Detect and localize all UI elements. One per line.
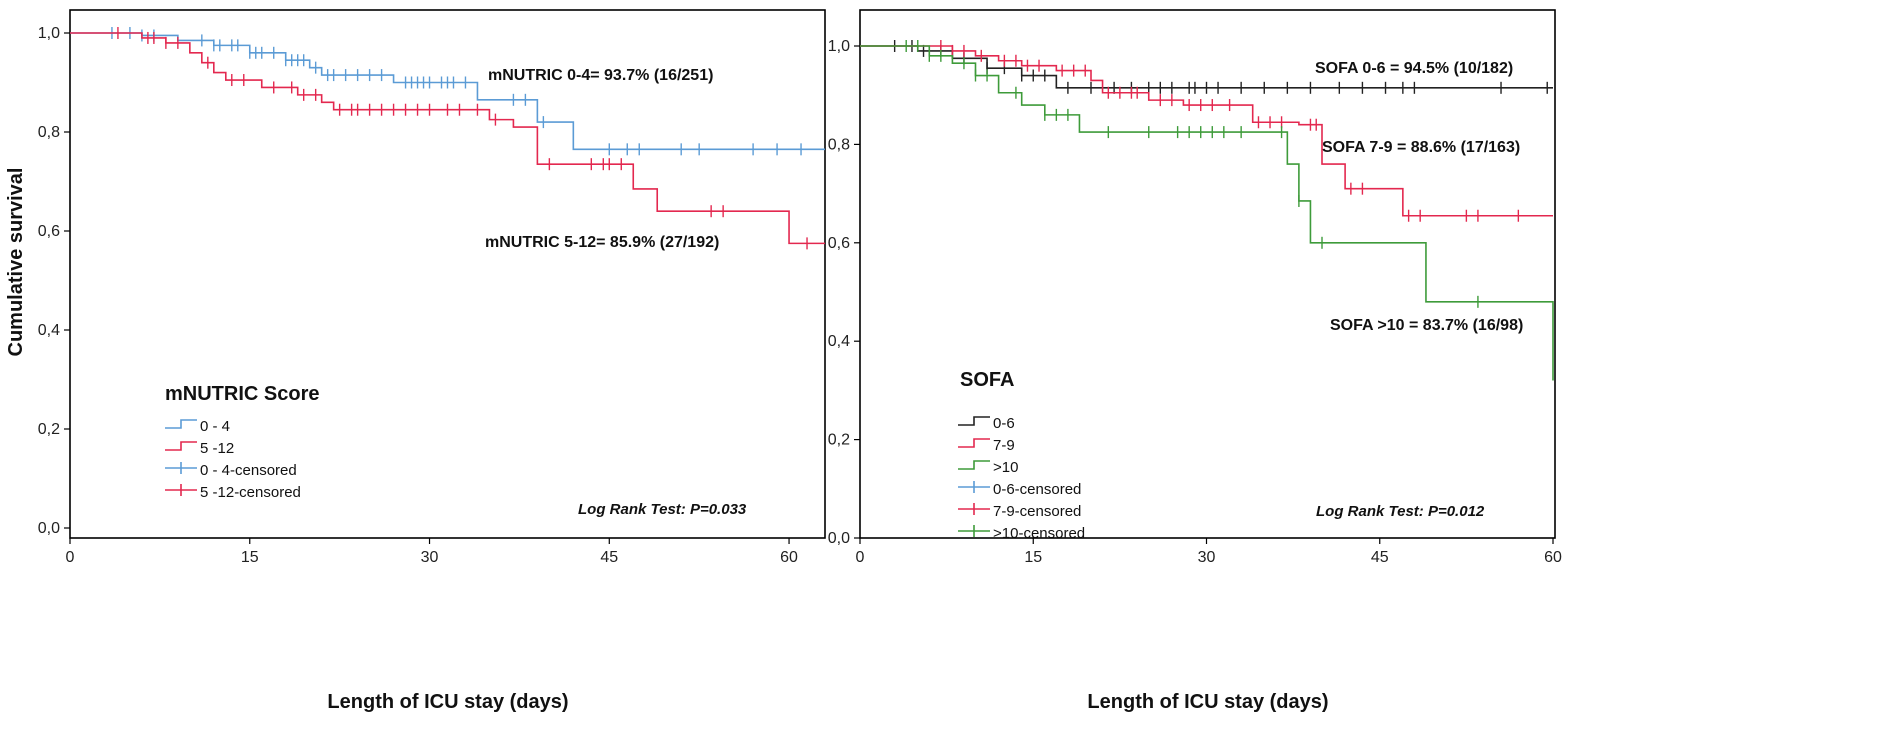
- y-tick-label: 0,6: [828, 235, 850, 252]
- annotation-sofa-10: SOFA >10 = 83.7% (16/98): [1330, 317, 1523, 334]
- y-tick-label: 0,2: [828, 432, 850, 449]
- x-tick-label: 30: [1198, 549, 1216, 566]
- legend-label: >10-censored: [993, 525, 1085, 542]
- x-tick-label: 45: [1371, 549, 1389, 566]
- x-tick-label: 45: [600, 549, 618, 566]
- legend-label: 5 -12-censored: [200, 484, 301, 501]
- y-tick-label: 0,2: [38, 421, 60, 438]
- survival-curves: [70, 27, 825, 250]
- axis-ticks: 0 15 30 45 60 0,0 0,2 0,4 0,6 0,8 1,0: [828, 38, 1562, 566]
- y-tick-label: 0,8: [828, 136, 850, 153]
- x-tick-label: 0: [66, 549, 75, 566]
- y-tick-label: 0,6: [38, 223, 60, 240]
- legend-title: mNUTRIC Score: [165, 383, 319, 405]
- legend-line-mark: [958, 438, 990, 448]
- legend-label: >10: [993, 459, 1018, 476]
- legend: mNUTRIC Score 0 - 4 5 -12 0 - 4-censored…: [165, 383, 319, 501]
- y-tick-label: 1,0: [38, 25, 60, 42]
- survival-curve-5-12: [70, 32, 825, 245]
- legend-label: 7-9: [993, 437, 1015, 454]
- legend-label: 0-6: [993, 415, 1015, 432]
- legend-title: SOFA: [960, 369, 1014, 391]
- legend-line-mark: [165, 441, 197, 451]
- x-axis-title: Length of ICU stay (days): [1087, 691, 1328, 713]
- axis-ticks: 0 15 30 45 60 0,0 0,2 0,4 0,6 0,8 1,0: [38, 25, 798, 566]
- mnutric-panel: 0 15 30 45 60 0,0 0,2 0,4 0,6 0,8 1,0 Length of IC…: [38, 9, 826, 713]
- legend-line-mark: [165, 419, 197, 429]
- annotation-mnutric-0-4: mNUTRIC 0-4= 93.7% (16/251): [488, 67, 713, 84]
- legend-marks: [958, 416, 990, 537]
- survival-curves: [860, 40, 1554, 381]
- legend-line-mark: [958, 460, 990, 470]
- survival-curve-0-4: [70, 32, 825, 151]
- y-axis-title: Cumulative survival: [5, 168, 27, 357]
- x-tick-label: 60: [1544, 549, 1562, 566]
- legend-label: 7-9-censored: [993, 503, 1081, 520]
- y-tick-label: 0,4: [828, 333, 850, 350]
- x-tick-label: 15: [241, 549, 259, 566]
- x-axis-title: Length of ICU stay (days): [327, 691, 568, 713]
- log-rank-text: Log Rank Test: P=0.033: [578, 501, 747, 518]
- legend-label: 0 - 4: [200, 418, 230, 435]
- legend-line-mark: [958, 416, 990, 426]
- x-tick-label: 15: [1024, 549, 1042, 566]
- legend-label: 5 -12: [200, 440, 234, 457]
- x-tick-label: 60: [780, 549, 798, 566]
- log-rank-text: Log Rank Test: P=0.012: [1316, 503, 1485, 520]
- legend-label: 0 - 4-censored: [200, 462, 297, 479]
- sofa-panel: 0 15 30 45 60 0,0 0,2 0,4 0,6 0,8 1,0 Length of IC…: [828, 9, 1562, 713]
- annotation-sofa-7-9: SOFA 7-9 = 88.6% (17/163): [1322, 139, 1520, 156]
- y-tick-label: 0,8: [38, 124, 60, 141]
- y-tick-label: 0,0: [828, 530, 850, 547]
- y-tick-label: 0,0: [38, 520, 60, 537]
- annotation-sofa-0-6: SOFA 0-6 = 94.5% (10/182): [1315, 60, 1513, 77]
- x-tick-label: 0: [856, 549, 865, 566]
- plot-frame: [69, 9, 826, 539]
- legend: SOFA 0-6 7-9 >10 0-6-censored 7-9-censor…: [958, 369, 1085, 542]
- legend-marks: [165, 419, 197, 496]
- plot-frame: [859, 9, 1556, 539]
- y-tick-label: 1,0: [828, 38, 850, 55]
- annotation-mnutric-5-12: mNUTRIC 5-12= 85.9% (27/192): [485, 234, 719, 251]
- x-tick-label: 30: [421, 549, 439, 566]
- y-tick-label: 0,4: [38, 322, 60, 339]
- survival-curve-7-9: [860, 45, 1553, 217]
- legend-label: 0-6-censored: [993, 481, 1081, 498]
